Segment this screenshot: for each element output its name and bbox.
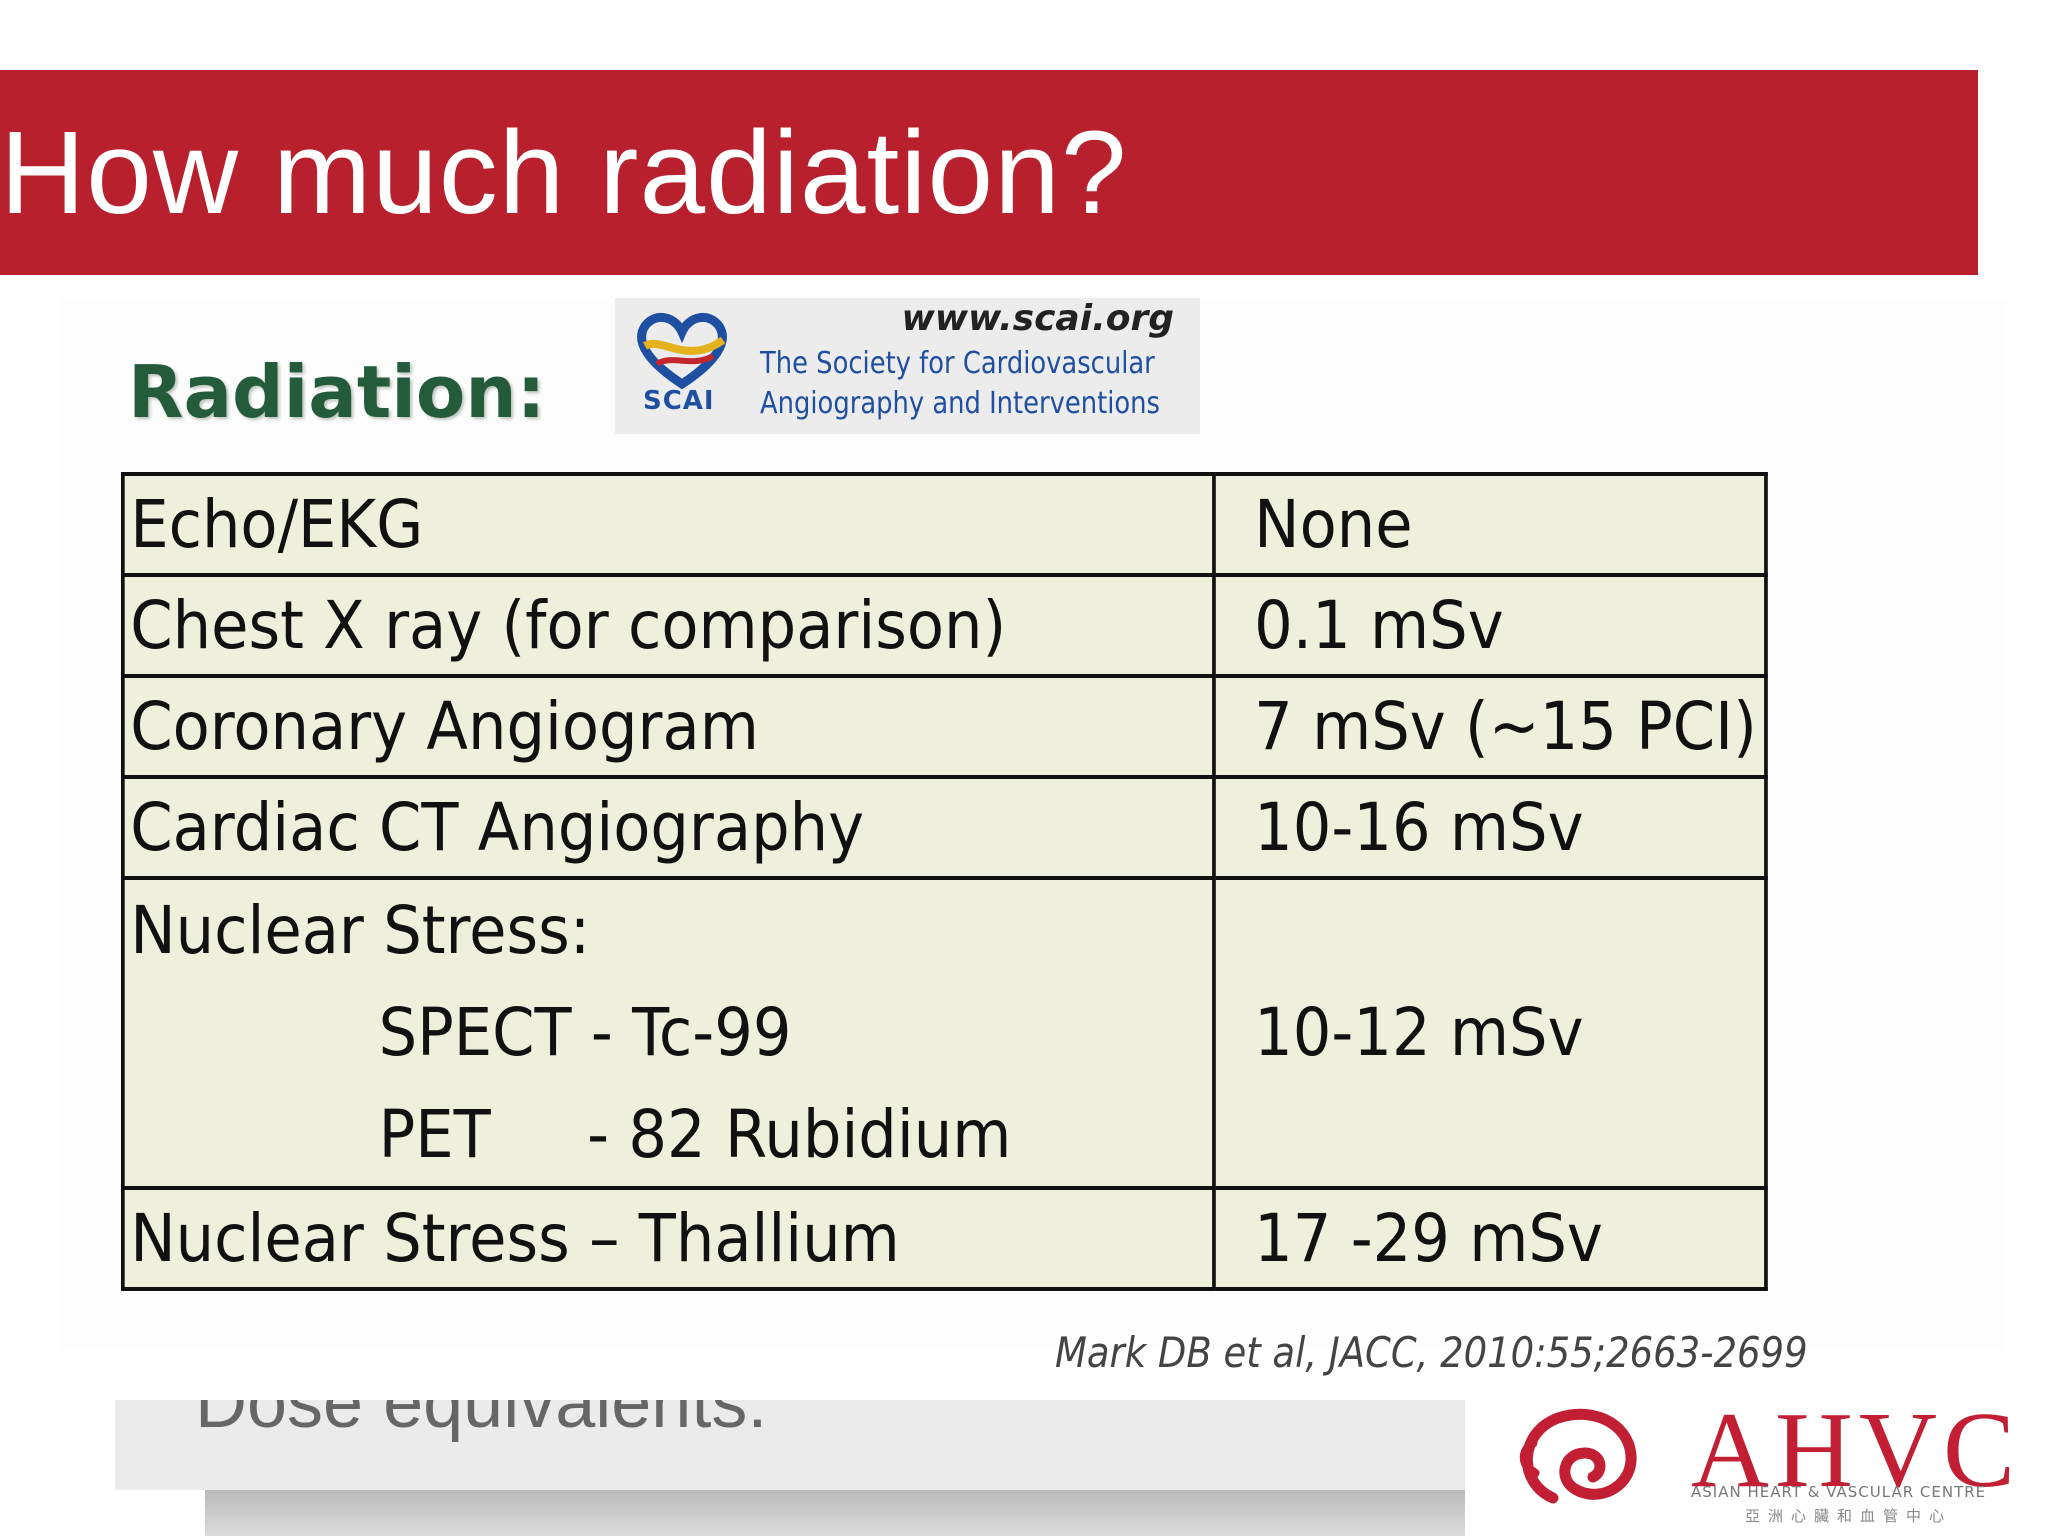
scai-logo-text: SCAI — [643, 386, 715, 416]
procedure-sub-label: PET - 82 Rubidium — [378, 1096, 1012, 1173]
radiation-heading: Radiation: — [128, 350, 546, 434]
scai-name-line-1: The Society for Cardiovascular — [760, 346, 1155, 381]
table-row: Nuclear Stress – Thallium 17 -29 mSv — [121, 1186, 1768, 1291]
dose-cell: None — [1211, 472, 1768, 577]
scai-url: www.scai.org — [901, 298, 1174, 339]
ahvc-wordmark: AHVC — [1691, 1391, 2022, 1510]
procedure-cell: Cardiac CT Angiography — [121, 775, 1216, 880]
scai-heart-icon — [637, 313, 727, 390]
procedure-cell: Echo/EKG — [121, 472, 1216, 577]
procedure-cell: Nuclear Stress: SPECT - Tc-99 PET - 82 R… — [121, 876, 1216, 1190]
radiation-dose-table: Echo/EKG None Chest X ray (for compariso… — [121, 472, 1768, 1291]
scai-logo-banner: SCAI www.scai.org The Society for Cardio… — [615, 298, 1200, 434]
ahvc-logo: AHVC ASIAN HEART & VASCULAR CENTRE 亞洲心臟和… — [1495, 1391, 2040, 1530]
title-bar — [0, 70, 1978, 275]
bottom-shadow — [205, 1490, 1465, 1536]
scai-name-line-2: Angiography and Interventions — [760, 386, 1160, 421]
procedure-cell: Coronary Angiogram — [121, 674, 1216, 779]
procedure-cell: Nuclear Stress – Thallium — [121, 1186, 1216, 1291]
table-row: Chest X ray (for comparison) 0.1 mSv — [121, 573, 1768, 678]
citation: Mark DB et al, JACC, 2010:55;2663-2699 — [1055, 1328, 1808, 1377]
ahvc-swirl-icon — [1519, 1408, 1637, 1504]
procedure-sub-label: SPECT - Tc-99 — [378, 994, 792, 1071]
procedure-cell: Chest X ray (for comparison) — [121, 573, 1216, 678]
table-row: Echo/EKG None — [121, 472, 1768, 577]
table-row: Coronary Angiogram 7 mSv (~15 PCI) — [121, 674, 1768, 779]
slide-title: How much radiation? — [0, 107, 1128, 239]
table-row: Cardiac CT Angiography 10-16 mSv — [121, 775, 1768, 880]
procedure-main-label: Nuclear Stress: — [130, 892, 591, 969]
dose-cell: 17 -29 mSv — [1211, 1186, 1768, 1291]
ahvc-subtitle-cn: 亞洲心臟和血管中心 — [1745, 1507, 1953, 1525]
dose-cell: 7 mSv (~15 PCI) — [1211, 674, 1768, 779]
background-caption: Dose equivalents: — [195, 1400, 768, 1443]
dose-cell: 10-12 mSv — [1211, 876, 1768, 1190]
table-row: Nuclear Stress: SPECT - Tc-99 PET - 82 R… — [121, 876, 1768, 1190]
background-caption-strip: Dose equivalents: — [115, 1400, 1465, 1490]
dose-cell: 10-16 mSv — [1211, 775, 1768, 880]
dose-cell: 0.1 mSv — [1211, 573, 1768, 678]
ahvc-subtitle: ASIAN HEART & VASCULAR CENTRE — [1691, 1483, 1987, 1501]
scai-society-name: The Society for Cardiovascular Angiograp… — [760, 344, 1160, 424]
